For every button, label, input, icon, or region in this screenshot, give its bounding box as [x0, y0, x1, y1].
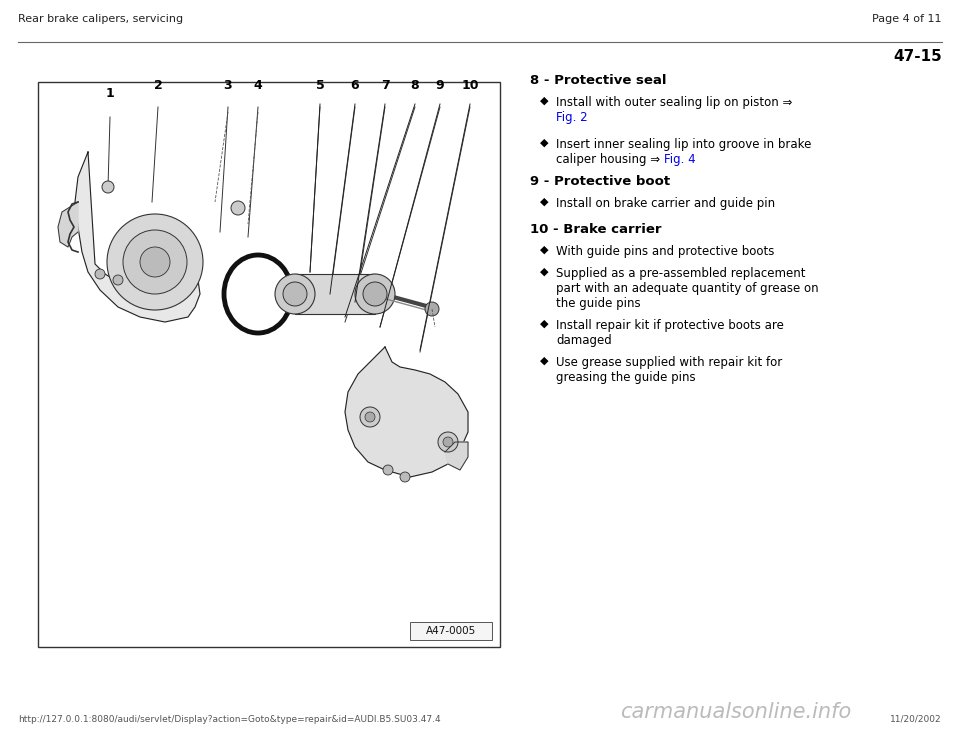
Text: 11/20/2002: 11/20/2002: [890, 715, 942, 724]
Circle shape: [363, 282, 387, 306]
Text: Rear brake calipers, servicing: Rear brake calipers, servicing: [18, 14, 183, 24]
Circle shape: [102, 181, 114, 193]
Circle shape: [383, 465, 393, 475]
Circle shape: [400, 472, 410, 482]
Text: 8: 8: [411, 79, 420, 92]
Polygon shape: [445, 442, 468, 470]
Text: caliper housing ⇒: caliper housing ⇒: [556, 153, 664, 166]
Text: 8 - Protective seal: 8 - Protective seal: [530, 74, 666, 87]
Text: 4: 4: [253, 79, 262, 92]
Text: ◆: ◆: [540, 356, 548, 366]
Circle shape: [123, 230, 187, 294]
Text: 7: 7: [380, 79, 390, 92]
Text: Use grease supplied with repair kit for: Use grease supplied with repair kit for: [556, 356, 782, 369]
Text: 10: 10: [461, 79, 479, 92]
Bar: [295, 274, 375, 314]
Text: Fig. 4: Fig. 4: [664, 153, 696, 166]
Circle shape: [355, 274, 395, 314]
Text: Install with outer sealing lip on piston ⇒: Install with outer sealing lip on piston…: [556, 96, 792, 109]
Text: http://127.0.0.1:8080/audi/servlet/Display?action=Goto&type=repair&id=AUDI.B5.SU: http://127.0.0.1:8080/audi/servlet/Displ…: [18, 715, 441, 724]
Text: A47-0005: A47-0005: [426, 626, 476, 636]
Circle shape: [425, 302, 439, 316]
Polygon shape: [58, 202, 78, 247]
Text: Page 4 of 11: Page 4 of 11: [873, 14, 942, 24]
Text: ◆: ◆: [540, 96, 548, 106]
Text: 9 - Protective boot: 9 - Protective boot: [530, 175, 670, 188]
Text: Fig. 2: Fig. 2: [556, 111, 588, 124]
Circle shape: [231, 201, 245, 215]
Text: ◆: ◆: [540, 138, 548, 148]
Bar: [410, 622, 492, 640]
Text: ◆: ◆: [540, 197, 548, 207]
Text: With guide pins and protective boots: With guide pins and protective boots: [556, 245, 775, 258]
Polygon shape: [345, 347, 468, 477]
Text: Insert inner sealing lip into groove in brake: Insert inner sealing lip into groove in …: [556, 138, 811, 151]
Circle shape: [443, 437, 453, 447]
Text: carmanualsonline.info: carmanualsonline.info: [620, 702, 852, 722]
Text: Install repair kit if protective boots are: Install repair kit if protective boots a…: [556, 319, 784, 332]
Text: Supplied as a pre-assembled replacement: Supplied as a pre-assembled replacement: [556, 267, 805, 280]
Text: 2: 2: [154, 79, 162, 92]
Text: Install on brake carrier and guide pin: Install on brake carrier and guide pin: [556, 197, 775, 210]
Text: damaged: damaged: [556, 334, 612, 347]
Circle shape: [438, 432, 458, 452]
Text: 3: 3: [224, 79, 232, 92]
Text: greasing the guide pins: greasing the guide pins: [556, 371, 696, 384]
Circle shape: [365, 412, 375, 422]
Circle shape: [275, 274, 315, 314]
Bar: [38, 82, 500, 647]
Polygon shape: [75, 152, 200, 322]
Text: 47-15: 47-15: [893, 49, 942, 64]
Text: part with an adequate quantity of grease on: part with an adequate quantity of grease…: [556, 282, 819, 295]
Circle shape: [140, 247, 170, 277]
Circle shape: [283, 282, 307, 306]
Circle shape: [113, 275, 123, 285]
Circle shape: [95, 269, 105, 279]
Circle shape: [107, 214, 203, 310]
Text: 1: 1: [106, 87, 114, 100]
Text: ◆: ◆: [540, 267, 548, 277]
Text: 5: 5: [316, 79, 324, 92]
Text: ◆: ◆: [540, 319, 548, 329]
Text: 6: 6: [350, 79, 359, 92]
Text: 9: 9: [436, 79, 444, 92]
Circle shape: [360, 407, 380, 427]
Text: 10 - Brake carrier: 10 - Brake carrier: [530, 223, 661, 236]
Text: the guide pins: the guide pins: [556, 297, 640, 310]
Text: ◆: ◆: [540, 245, 548, 255]
